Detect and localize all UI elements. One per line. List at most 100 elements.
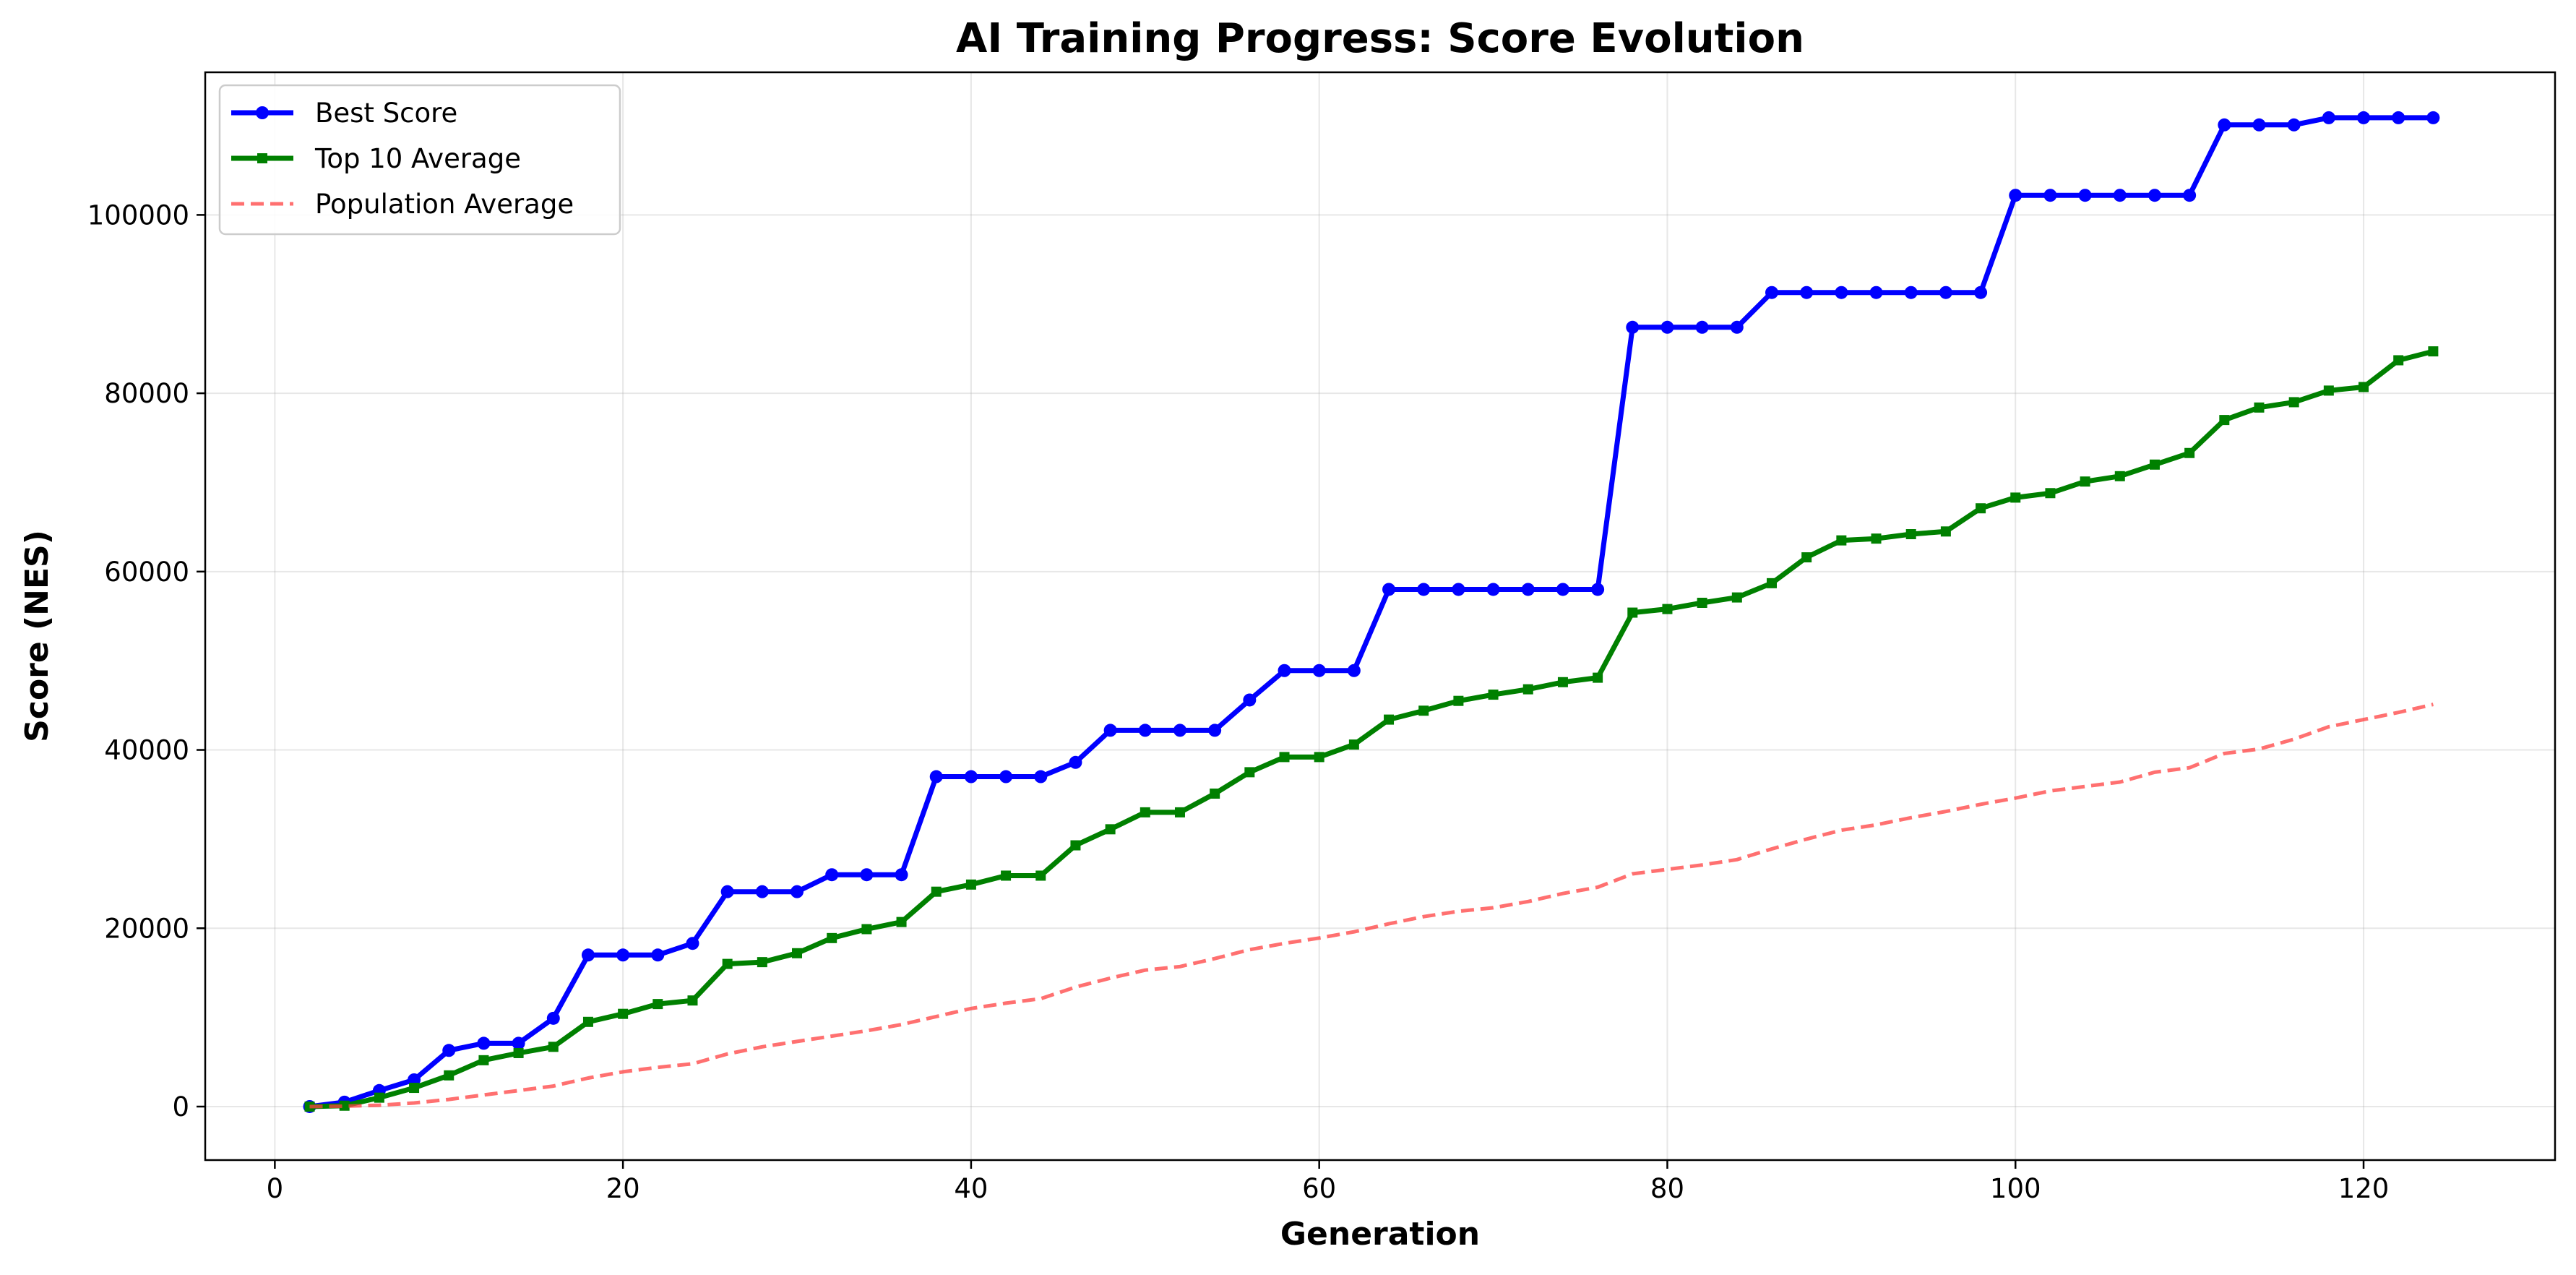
data-point [1001,870,1012,881]
data-point [827,932,837,943]
data-point [1835,286,1848,299]
data-point [1765,286,1778,299]
data-point [1731,592,1742,603]
data-point [757,957,767,968]
data-point [687,995,698,1006]
data-point [581,948,595,962]
y-tick-label: 20000 [104,913,189,944]
x-tick-label: 60 [1302,1173,1336,1204]
data-point [1836,535,1847,546]
data-point [512,1036,525,1050]
legend-marker [257,153,267,163]
data-point [999,770,1013,784]
series-population-average [309,703,2434,1109]
legend-item-best-score: Best Score [231,98,457,129]
data-point [1418,705,1429,716]
series-line-population-average [309,703,2434,1109]
data-point [1210,788,1220,799]
y-tick-label: 0 [172,1091,189,1122]
data-point [339,1100,350,1111]
chart-title: AI Training Progress: Score Evolution [956,15,1804,62]
data-point [1486,583,1500,596]
data-point [1905,529,1916,540]
x-tick-label: 120 [2338,1173,2390,1204]
data-point [1105,824,1116,835]
data-point [651,948,665,962]
series-line-top-10-average [309,348,2434,1109]
data-point [1697,597,1707,608]
data-point [1243,693,1257,707]
data-point [548,1042,559,1052]
data-point [860,868,874,882]
axis-ticks: 0 20 40 60 80 100 120 0 20000 40000 60000 80000 1000… [87,199,2390,1204]
legend-marker [256,106,269,119]
data-point [1904,286,1918,299]
data-point [2148,189,2161,202]
data-point [1662,604,1673,614]
data-point [755,885,769,898]
data-point [2359,382,2369,392]
data-point [1140,807,1150,817]
x-tick-label: 100 [1990,1173,2041,1204]
data-point [1278,664,1291,677]
data-point [686,937,699,950]
data-point [2010,492,2021,503]
legend-label: Population Average [315,189,574,220]
y-tick-label: 40000 [104,735,189,766]
series-top-10-average [304,346,2439,1112]
data-point [1626,320,1640,334]
data-point [1034,770,1048,784]
data-point [2322,111,2335,124]
y-tick-label: 80000 [104,378,189,409]
data-point [1557,677,1568,687]
data-point [2114,471,2125,481]
data-point [2078,189,2092,202]
data-point [2183,189,2197,202]
data-point [2149,459,2160,470]
data-point [1869,286,1883,299]
data-point [1384,714,1395,725]
data-point [2393,355,2404,366]
data-point [2357,111,2371,124]
data-point [722,958,733,969]
data-point [444,1070,455,1081]
data-point [2184,447,2195,458]
data-point [1974,286,1988,299]
data-point [1695,320,1709,334]
data-point [1591,583,1605,596]
data-point [965,879,976,890]
x-tick-label: 0 [267,1173,284,1204]
series-best-score [303,111,2440,1113]
data-point [1173,724,1186,737]
data-point [1767,578,1777,588]
data-point [2254,402,2265,413]
data-point [2252,118,2266,132]
data-point [1522,684,1533,695]
data-point [1593,672,1603,683]
legend: Best Score Top 10 Average Population Avera… [218,84,621,236]
data-point [1348,739,1359,750]
data-point [1035,870,1046,881]
x-tick-label: 40 [954,1173,988,1204]
data-point [2428,346,2439,357]
data-point [1417,583,1431,596]
data-point [1314,752,1324,763]
data-point [442,1044,456,1057]
data-point [1730,320,1744,334]
data-point [1174,807,1185,817]
data-point [618,1008,629,1019]
data-point [1312,664,1326,677]
data-point [616,948,630,962]
data-point [2080,476,2090,487]
data-point [1488,690,1499,700]
data-point [825,868,839,882]
data-point [546,1011,560,1025]
legend-box [218,84,621,236]
data-point [931,886,942,897]
data-point [791,885,804,898]
data-point [1660,320,1674,334]
data-point [477,1036,491,1050]
data-point [2113,189,2127,202]
data-point [895,868,908,882]
